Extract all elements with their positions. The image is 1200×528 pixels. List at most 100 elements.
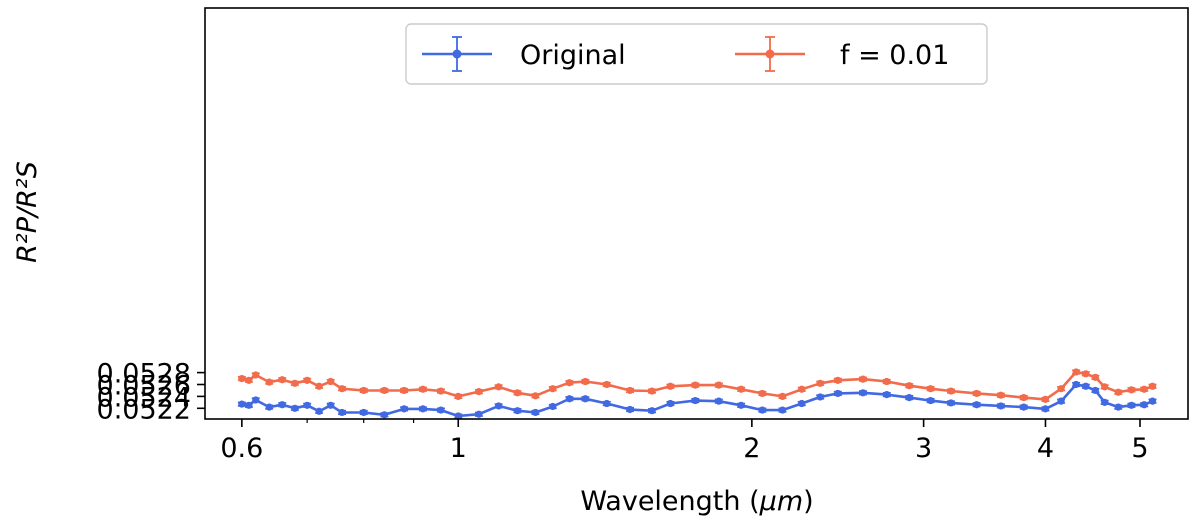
data-point	[834, 389, 842, 398]
data-point	[973, 401, 981, 409]
data-point	[883, 377, 891, 386]
series-layer	[237, 368, 1157, 420]
data-point	[798, 399, 806, 408]
plot-frame	[204, 7, 1189, 420]
data-point	[437, 387, 445, 395]
data-point	[475, 388, 483, 396]
x-tick-label: 2	[743, 433, 760, 464]
data-point	[927, 385, 935, 393]
x-tick-label: 0.6	[220, 433, 263, 464]
data-point	[278, 401, 286, 409]
y-axis-title-group: R²P/R²S	[12, 161, 43, 263]
data-point	[715, 381, 723, 389]
data-point	[1127, 386, 1136, 394]
data-point	[1091, 373, 1099, 381]
data-point	[327, 401, 335, 409]
x-axis-title-unit: μm	[759, 486, 803, 517]
y-axis-title: R²P/R²S	[12, 161, 43, 263]
data-point	[565, 379, 573, 387]
data-point	[1020, 393, 1028, 402]
data-point	[927, 396, 935, 405]
data-point	[1072, 380, 1080, 389]
data-point	[1072, 368, 1080, 376]
data-point	[691, 381, 699, 389]
data-point	[238, 400, 246, 408]
data-point	[327, 377, 335, 386]
data-point	[303, 401, 311, 409]
data-point	[737, 385, 745, 393]
data-point	[1082, 370, 1090, 378]
data-point	[419, 405, 427, 413]
data-point	[778, 392, 787, 400]
legend-label-original: Original	[520, 40, 626, 71]
data-point	[581, 395, 589, 403]
data-point	[338, 385, 346, 393]
data-point	[1148, 397, 1157, 405]
data-point	[380, 411, 388, 419]
y-tick-label: 0.0524	[97, 382, 191, 413]
data-point	[715, 397, 723, 405]
data-point	[997, 402, 1005, 410]
data-point	[303, 376, 311, 384]
data-point	[626, 386, 634, 395]
data-point	[495, 383, 503, 391]
data-point	[338, 408, 346, 417]
data-point	[1057, 385, 1065, 393]
data-point	[265, 378, 273, 386]
x-axis-title-text: Wavelength	[580, 486, 740, 517]
data-point	[454, 412, 462, 420]
data-point	[626, 405, 634, 414]
data-point	[252, 396, 260, 404]
data-point	[549, 385, 557, 393]
x-axis: 0.6 1 2 3 4 5	[220, 419, 1149, 464]
data-point	[859, 389, 867, 397]
data-point	[437, 406, 445, 414]
data-point	[278, 376, 286, 384]
data-point	[1114, 403, 1122, 411]
data-point	[581, 377, 589, 386]
data-point	[400, 405, 408, 413]
data-point	[758, 389, 766, 398]
data-point	[666, 382, 674, 390]
data-point	[834, 376, 842, 384]
x-tick-label: 4	[1037, 433, 1054, 464]
data-point	[531, 408, 540, 417]
data-point	[973, 389, 981, 398]
data-point	[905, 382, 913, 390]
data-point	[1140, 401, 1148, 409]
y-tick-label: 0.0526	[97, 371, 191, 402]
data-point	[1101, 383, 1109, 391]
legend-label-f-001: f = 0.01	[840, 40, 949, 71]
data-point	[1148, 382, 1157, 390]
data-point	[252, 371, 260, 379]
data-point	[513, 389, 522, 397]
x-tick-label: 1	[450, 433, 467, 464]
data-point	[1020, 403, 1028, 411]
legend-entry-original	[422, 36, 492, 72]
y-tick-label: 0.0522	[97, 394, 191, 425]
data-point	[859, 375, 867, 383]
data-point	[419, 385, 427, 393]
data-point	[1057, 397, 1065, 405]
x-tick-label: 5	[1131, 433, 1148, 464]
data-point	[905, 393, 913, 402]
data-point	[245, 376, 253, 384]
data-point	[531, 392, 540, 400]
data-point	[245, 401, 253, 409]
data-point	[1041, 395, 1050, 403]
data-point	[947, 387, 955, 395]
data-point	[603, 380, 611, 389]
data-point	[380, 386, 388, 395]
data-point	[737, 401, 745, 409]
data-point	[1127, 401, 1136, 409]
data-point	[816, 379, 824, 387]
legend-marker	[765, 49, 775, 59]
data-point	[883, 391, 891, 399]
data-point	[816, 393, 824, 401]
data-point	[513, 407, 522, 415]
data-point	[648, 387, 656, 395]
legend-entry-f-001	[735, 36, 805, 72]
data-point	[265, 403, 273, 411]
x-axis-title-unit-prefix: (	[749, 486, 760, 517]
